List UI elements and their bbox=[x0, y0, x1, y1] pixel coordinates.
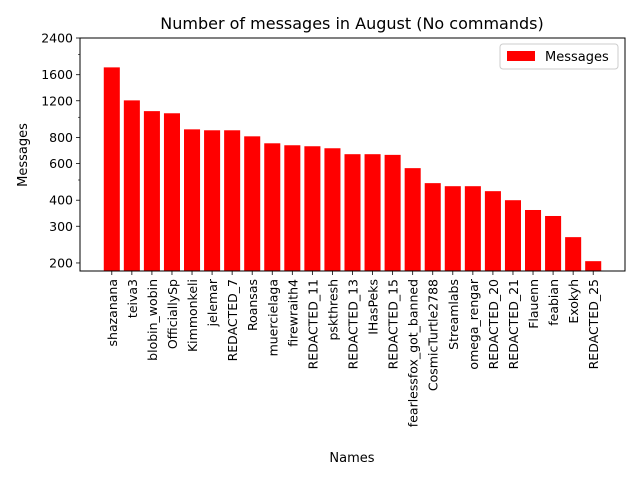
bar-blobin_wobin bbox=[143, 111, 160, 272]
bar-REDACTED_21 bbox=[504, 200, 521, 271]
legend-frame bbox=[499, 43, 619, 70]
y-tick-label: 300 bbox=[49, 219, 73, 234]
y-tick-label: 800 bbox=[49, 130, 73, 145]
x-tick-label: muercielaga bbox=[265, 279, 280, 356]
bar-firewraith4 bbox=[284, 145, 301, 271]
bar-omega_rengar bbox=[464, 186, 481, 271]
x-tick-label: REDACTED_25 bbox=[586, 279, 601, 369]
chart-title: Number of messages in August (No command… bbox=[160, 14, 543, 33]
bar-Flauenn bbox=[525, 209, 542, 271]
x-tick-label: pskthresh bbox=[325, 279, 340, 341]
bar-jelemar bbox=[204, 130, 221, 271]
x-tick-label: Roansas bbox=[245, 279, 260, 331]
bar-REDACTED_15 bbox=[384, 154, 401, 271]
bar-REDACTED_13 bbox=[344, 154, 361, 271]
bar-Roansas bbox=[244, 136, 261, 271]
x-tick-label: REDACTED_13 bbox=[346, 279, 361, 369]
x-tick-label: Kimmonkeli bbox=[185, 279, 200, 352]
bar-REDACTED_25 bbox=[585, 261, 602, 271]
y-tick-label: 2400 bbox=[41, 31, 73, 46]
x-tick-label: REDACTED_7 bbox=[225, 279, 240, 361]
x-tick-label: firewraith4 bbox=[285, 279, 300, 347]
bar-REDACTED_7 bbox=[224, 130, 241, 271]
y-tick-label: 200 bbox=[49, 255, 73, 270]
x-tick-label: Flauenn bbox=[526, 279, 541, 329]
bar-Exokyh bbox=[565, 237, 582, 271]
y-tick-label: 1200 bbox=[41, 93, 73, 108]
x-tick-label: IHasPeks bbox=[366, 279, 381, 335]
x-tick-label: shazanana bbox=[105, 279, 120, 346]
x-tick-label: Exokyh bbox=[566, 279, 581, 324]
y-tick-label: 1600 bbox=[41, 67, 73, 82]
plot-frame bbox=[79, 37, 626, 272]
bar-REDACTED_11 bbox=[304, 146, 321, 271]
legend-label: Messages bbox=[545, 50, 609, 65]
bar-CosmicTurtle2788 bbox=[424, 183, 441, 271]
y-tick-label: 400 bbox=[49, 193, 73, 208]
x-tick-label: REDACTED_11 bbox=[305, 279, 320, 369]
bar-OfficiallySp bbox=[163, 113, 180, 271]
x-tick-label: jelemar bbox=[205, 278, 220, 327]
x-tick-label: feabian bbox=[546, 279, 561, 326]
x-tick-label: REDACTED_20 bbox=[486, 279, 501, 369]
bar-REDACTED_20 bbox=[484, 191, 501, 271]
bar-teiva3 bbox=[123, 100, 140, 272]
x-axis-label: Names bbox=[329, 451, 374, 466]
x-tick-label: blobin_wobin bbox=[145, 279, 160, 361]
y-tick-label: 600 bbox=[49, 156, 73, 171]
bar-shazanana bbox=[103, 67, 120, 272]
bar-pskthresh bbox=[324, 148, 341, 271]
x-tick-label: fearlessfox_got_banned bbox=[406, 279, 421, 427]
x-tick-label: REDACTED_21 bbox=[506, 279, 521, 369]
legend: Messages bbox=[499, 43, 619, 70]
x-tick-label: OfficiallySp bbox=[165, 279, 180, 349]
x-tick-label: omega_rengar bbox=[466, 278, 481, 369]
x-tick-label: CosmicTurtle2788 bbox=[426, 279, 441, 391]
legend-swatch bbox=[507, 51, 535, 61]
bar-IHasPeks bbox=[364, 154, 381, 271]
bar-Streamlabs bbox=[444, 186, 461, 271]
bar-muercielaga bbox=[264, 143, 281, 271]
x-tick-label: teiva3 bbox=[125, 279, 140, 318]
y-axis-label: Messages bbox=[16, 123, 31, 187]
x-tick-label: REDACTED_15 bbox=[386, 279, 401, 369]
bar-fearlessfox_got_banned bbox=[404, 168, 421, 271]
bar-feabian bbox=[545, 215, 562, 271]
bar-Kimmonkeli bbox=[184, 129, 201, 271]
x-tick-label: Streamlabs bbox=[446, 279, 461, 350]
